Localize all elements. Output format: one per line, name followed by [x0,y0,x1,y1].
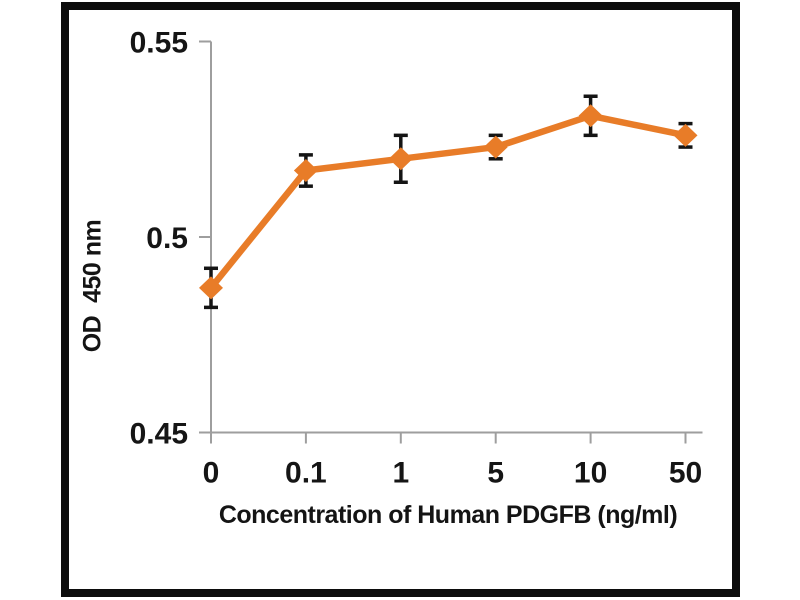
data-point-marker [388,147,413,171]
data-point-marker [483,135,508,159]
x-tick-label: 0.1 [285,457,327,490]
x-tick-label: 1 [392,457,409,490]
y-tick-label: 0.55 [130,27,188,60]
y-tick-label: 0.5 [146,222,188,255]
y-axis-title: OD 450 nm [78,219,107,353]
x-tick-label: 0 [203,457,220,490]
data-point-marker [199,276,223,300]
y-tick-label: 0.45 [130,418,188,451]
x-axis-title: Concentration of Human PDGFB (ng/ml) [218,501,678,529]
data-point-marker [673,123,698,147]
data-point-marker [293,159,318,183]
x-tick-label: 10 [574,457,607,490]
x-tick-label: 50 [669,457,702,490]
x-tick-label: 5 [487,457,504,490]
series-line [208,112,687,290]
data-point-marker [578,104,603,128]
chart-frame [61,2,740,597]
